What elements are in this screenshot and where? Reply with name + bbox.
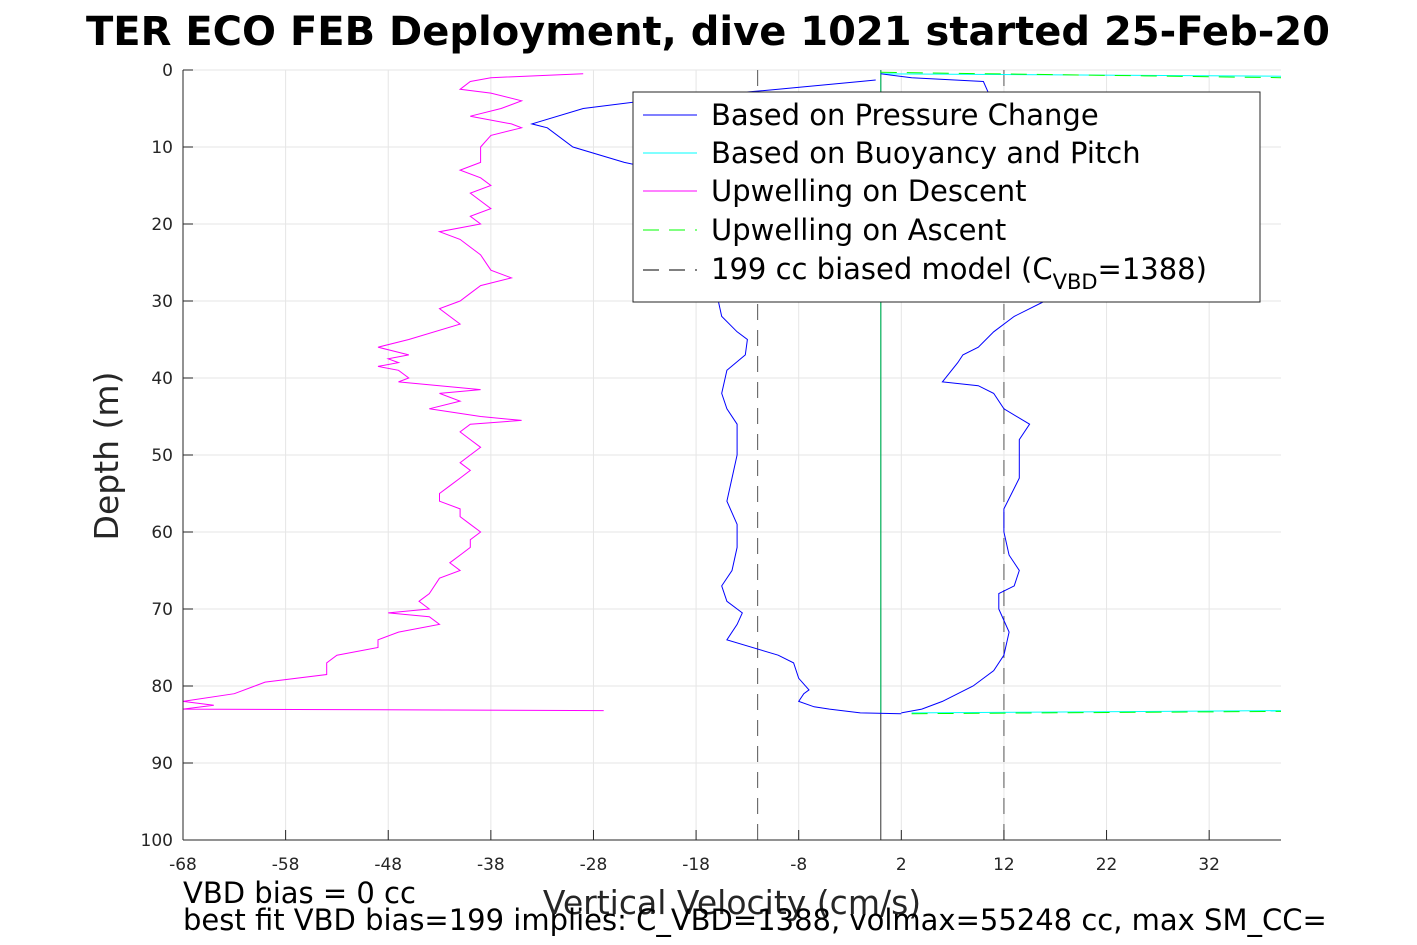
series-upwelling-ascent bbox=[911, 710, 1282, 715]
note-best-fit: best fit VBD bias=199 implies: C_VBD=138… bbox=[183, 903, 1327, 937]
x-tick-label: 32 bbox=[1198, 855, 1220, 875]
legend: Based on Pressure Change Based on Buoyan… bbox=[632, 91, 1261, 303]
note-vbd-bias: VBD bias = 0 cc bbox=[183, 876, 416, 910]
chart-title: TER ECO FEB Deployment, dive 1021 starte… bbox=[86, 9, 1330, 55]
series-buoyancy-surface bbox=[880, 73, 1282, 77]
y-tick-label: 40 bbox=[151, 369, 173, 389]
legend-label-biased-model-main: 199 cc biased model (C bbox=[711, 252, 1053, 286]
x-tick-label: -58 bbox=[272, 855, 300, 875]
y-tick-label: 10 bbox=[151, 138, 173, 158]
x-tick-label: -28 bbox=[580, 855, 608, 875]
series-pressure-descent bbox=[530, 79, 902, 715]
legend-label-biased-model-sub: VBD bbox=[1053, 270, 1098, 294]
x-tick-label: -48 bbox=[374, 855, 402, 875]
y-tick-label: 30 bbox=[151, 292, 173, 312]
legend-label-pressure: Based on Pressure Change bbox=[711, 98, 1099, 132]
y-axis-label: Depth (m) bbox=[87, 372, 126, 541]
series-upwelling-ascent-surface bbox=[880, 71, 1282, 79]
x-axis-label: Vertical Velocity (cm/s) bbox=[543, 883, 921, 922]
y-tick-label: 60 bbox=[151, 523, 173, 543]
tick-labels: -68 -58 -48 -38 -28 -18 -8 2 12 22 32 0 10 20 30 40 50 60… bbox=[141, 61, 1220, 875]
y-tick-label: 50 bbox=[151, 446, 173, 466]
x-tick-label: -68 bbox=[169, 855, 197, 875]
x-tick-label: 2 bbox=[896, 855, 907, 875]
legend-label-upwelling-ascent: Upwelling on Ascent bbox=[711, 213, 1006, 247]
y-tick-label: 70 bbox=[151, 600, 173, 620]
axes bbox=[182, 69, 1281, 841]
legend-label-upwelling-descent: Upwelling on Descent bbox=[711, 174, 1027, 208]
legend-label-biased-model-end: =1388) bbox=[1098, 252, 1207, 286]
x-tick-label: -38 bbox=[477, 855, 505, 875]
y-tick-label: 20 bbox=[151, 215, 173, 235]
y-tick-label: 90 bbox=[151, 754, 173, 774]
series-buoyancy-ascent bbox=[911, 710, 1282, 714]
x-tick-label: 22 bbox=[1096, 855, 1118, 875]
legend-box bbox=[632, 91, 1261, 303]
x-tick-label: -8 bbox=[790, 855, 807, 875]
series-upwelling-descent bbox=[182, 73, 604, 712]
x-tick-label: -18 bbox=[682, 855, 710, 875]
y-tick-label: 80 bbox=[151, 677, 173, 697]
legend-label-biased-model: 199 cc biased model (CVBD=1388) bbox=[711, 252, 1207, 294]
legend-label-buoyancy: Based on Buoyancy and Pitch bbox=[711, 136, 1141, 170]
x-tick-label: 12 bbox=[993, 855, 1015, 875]
y-tick-label: 100 bbox=[141, 831, 173, 851]
y-tick-label: 0 bbox=[162, 61, 173, 81]
